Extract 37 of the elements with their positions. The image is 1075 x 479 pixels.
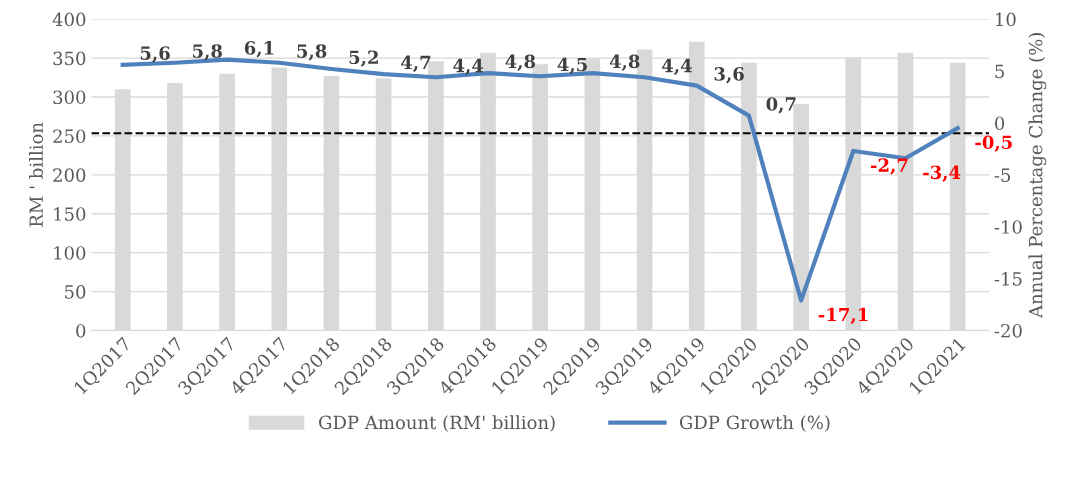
y2-tick-label: 0 [995, 116, 1005, 131]
data-label: 6,1 [244, 41, 274, 58]
y2-tick-label: -20 [994, 323, 1022, 338]
y-tick-label: 300 [53, 90, 86, 105]
data-label: -3,4 [923, 165, 961, 182]
y-tick-label: 50 [65, 285, 86, 299]
data-label: 4,7 [401, 55, 431, 72]
data-label: 0,7 [766, 97, 796, 114]
data-label: 5,2 [349, 50, 378, 67]
legend-label: GDP Growth (%) [679, 415, 830, 432]
data-label: 4,4 [453, 58, 484, 76]
data-label: 5,8 [297, 44, 327, 61]
y-tick-label: 150 [54, 207, 86, 221]
y2-tick-label: 10 [996, 12, 1016, 27]
data-label: 5,6 [140, 46, 170, 63]
data-label: -2,7 [870, 158, 908, 175]
data-label: 3,6 [714, 67, 744, 84]
legend-label: GDP Amount (RM' billion) [319, 415, 555, 432]
data-label: 4,8 [609, 54, 640, 71]
data-label: 4,8 [505, 54, 536, 71]
y2-tick-label: -5 [994, 168, 1011, 182]
data-label: 5,8 [193, 44, 222, 61]
y2-axis-title: Annual Percentage Change (%) [1028, 33, 1047, 319]
y-tick-label: 0 [76, 323, 86, 338]
y-tick-label: 100 [54, 246, 86, 260]
data-label: -0,5 [975, 135, 1012, 152]
y2-tick-label: -10 [994, 220, 1022, 234]
y-axis-title: RM ' billion [29, 122, 43, 227]
y-tick-label: 250 [53, 129, 86, 144]
data-label: 4,4 [661, 58, 692, 76]
y2-tick-label: 5 [995, 64, 1004, 79]
data-label: 4,5 [557, 57, 587, 75]
y-tick-label: 200 [53, 168, 86, 182]
y-tick-label: 350 [53, 51, 86, 66]
y-tick-label: 400 [52, 12, 86, 27]
data-label: -17,1 [818, 307, 868, 325]
y2-tick-label: -15 [994, 272, 1022, 286]
